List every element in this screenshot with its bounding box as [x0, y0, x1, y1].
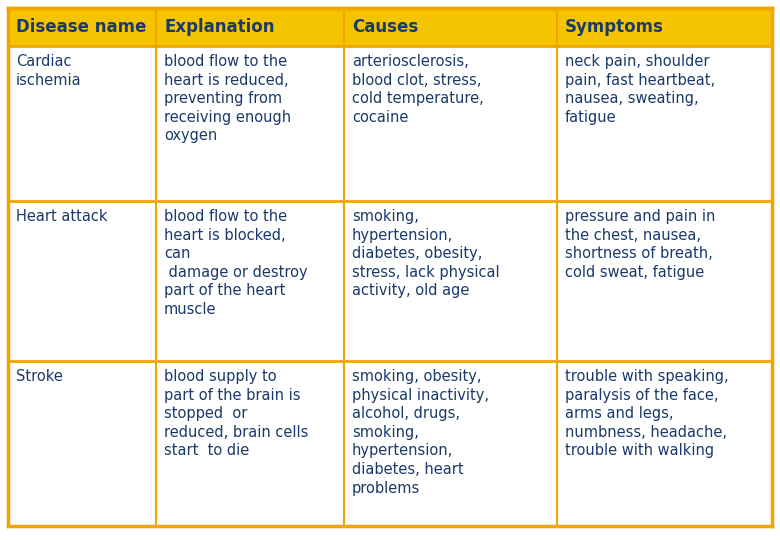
Text: blood flow to the
heart is reduced,
preventing from
receiving enough
oxygen: blood flow to the heart is reduced, prev… [164, 54, 291, 144]
Bar [8, 8, 772, 46]
Text: Stroke: Stroke [16, 369, 63, 384]
Text: pressure and pain in
the chest, nausea,
shortness of breath,
cold sweat, fatigue: pressure and pain in the chest, nausea, … [565, 209, 715, 280]
Text: Explanation: Explanation [164, 18, 275, 36]
Text: smoking, obesity,
physical inactivity,
alcohol, drugs,
smoking,
hypertension,
di: smoking, obesity, physical inactivity, a… [352, 369, 489, 496]
Text: neck pain, shoulder
pain, fast heartbeat,
nausea, sweating,
fatigue: neck pain, shoulder pain, fast heartbeat… [565, 54, 715, 125]
Text: arteriosclerosis,
blood clot, stress,
cold temperature,
cocaine: arteriosclerosis, blood clot, stress, co… [352, 54, 484, 125]
Text: Causes: Causes [352, 18, 418, 36]
Text: blood supply to
part of the brain is
stopped  or
reduced, brain cells
start  to : blood supply to part of the brain is sto… [164, 369, 308, 458]
Text: Symptoms: Symptoms [565, 18, 664, 36]
Text: Heart attack: Heart attack [16, 209, 108, 224]
Text: Disease name: Disease name [16, 18, 147, 36]
Text: Cardiac
ischemia: Cardiac ischemia [16, 54, 82, 87]
Text: blood flow to the
heart is blocked,
can
 damage or destroy
part of the heart
mus: blood flow to the heart is blocked, can … [164, 209, 307, 317]
Text: trouble with speaking,
paralysis of the face,
arms and legs,
numbness, headache,: trouble with speaking, paralysis of the … [565, 369, 729, 458]
Text: smoking,
hypertension,
diabetes, obesity,
stress, lack physical
activity, old ag: smoking, hypertension, diabetes, obesity… [352, 209, 500, 299]
